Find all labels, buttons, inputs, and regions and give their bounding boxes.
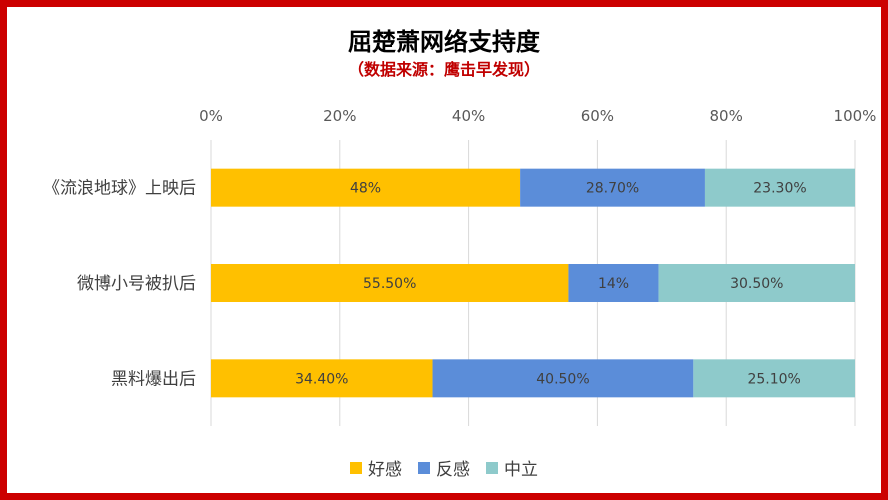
legend-swatch — [418, 461, 430, 474]
data-label: 48% — [350, 181, 381, 197]
legend-item: 反感 — [418, 455, 470, 480]
bar-segment — [211, 264, 569, 302]
x-tick-label: 0% — [199, 107, 223, 125]
x-tick-label: 100% — [834, 107, 877, 125]
x-tick-label: 40% — [452, 107, 485, 125]
legend-swatch — [486, 461, 498, 474]
bar-segment — [658, 264, 855, 302]
bar-segment — [211, 168, 521, 207]
data-label: 30.50% — [730, 276, 783, 292]
bar-segment — [704, 168, 855, 207]
data-label: 23.30% — [753, 181, 806, 197]
chart-title: 屈楚萧网络支持度 — [348, 28, 540, 56]
bar-segment — [568, 264, 659, 302]
data-label: 25.10% — [747, 371, 800, 387]
bar-segment — [693, 359, 855, 398]
legend: 好感 反感 中立 — [0, 455, 888, 480]
x-tick-label: 80% — [710, 107, 743, 125]
legend-label: 反感 — [436, 460, 470, 480]
bar-segment — [520, 168, 705, 207]
data-label: 28.70% — [586, 181, 639, 197]
bar-segment — [432, 359, 694, 398]
data-label: 14% — [598, 276, 629, 292]
data-label: 55.50% — [363, 276, 416, 292]
legend-label: 好感 — [368, 460, 402, 480]
x-tick-label: 20% — [323, 107, 356, 125]
legend-label: 中立 — [504, 460, 538, 480]
legend-swatch — [350, 461, 362, 474]
legend-item: 好感 — [350, 455, 402, 480]
data-label: 40.50% — [536, 371, 589, 387]
category-label: 微博小号被扒后 — [77, 274, 196, 294]
category-label: 黑料爆出后 — [111, 369, 196, 389]
x-tick-label: 60% — [581, 107, 614, 125]
data-label: 34.40% — [295, 371, 348, 387]
legend-item: 中立 — [486, 455, 538, 480]
chart-subtitle: （数据来源：鹰击早发现） — [347, 60, 540, 79]
bar-segment — [211, 359, 433, 398]
category-label: 《流浪地球》上映后 — [43, 179, 196, 199]
